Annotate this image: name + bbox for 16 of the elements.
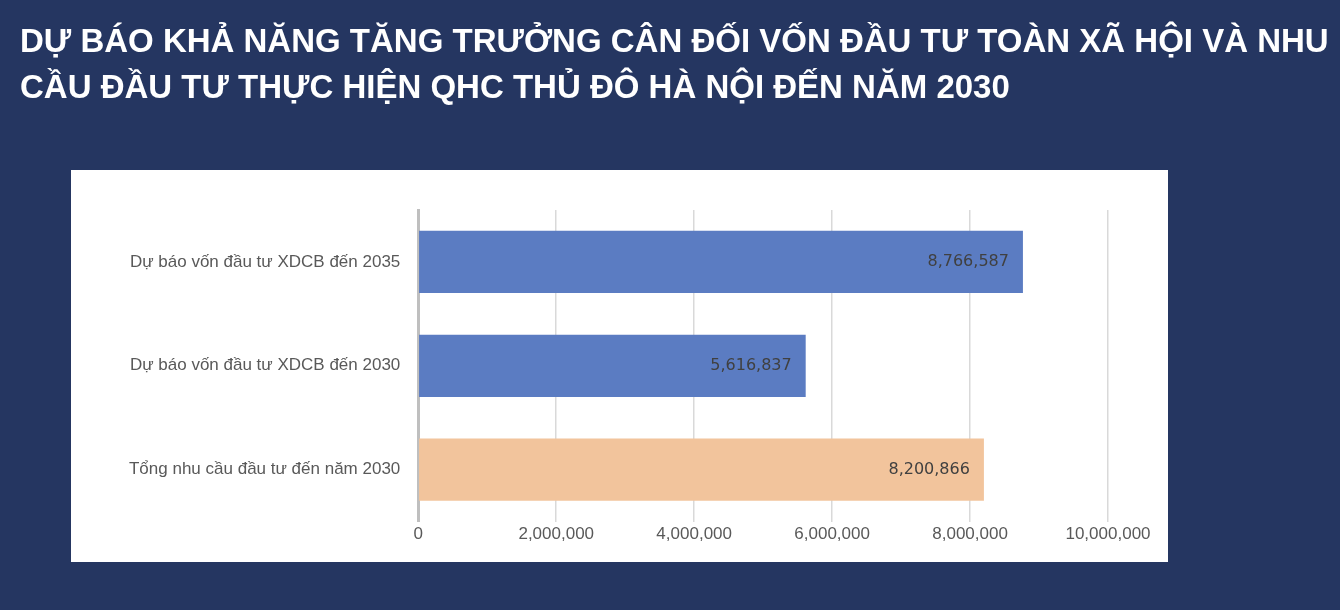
data-label: 8,766,587 [927,251,1009,271]
bar [419,334,806,397]
bar [419,438,984,501]
x-tick-label: 10,000,000 [1065,524,1151,544]
data-label: 8,200,866 [888,458,970,478]
bar [419,230,1023,294]
y-tick-label: Tổng nhu cầu đầu tư đến năm 2030 [128,459,401,479]
x-tick-label: 4,000,000 [656,524,732,544]
data-label: 5,616,837 [710,354,792,374]
x-tick-label: 2,000,000 [518,524,595,544]
x-tick-label: 6,000,000 [794,524,870,544]
y-tick-label: Dự báo vốn đầu tư XDCB đến 2030 [129,355,401,375]
y-tick-label: Dự báo vốn đầu tư XDCB đến 2035 [129,251,401,271]
x-tick-label: 8,000,000 [932,524,1008,544]
x-tick-label: 0 [413,524,424,544]
chart-title: DỰ BÁO KHẢ NĂNG TĂNG TRƯỞNG CÂN ĐỐI VỐN ĐẦU TƯ TOÀN XÃ HỘI VÀ NHU CẦU ĐẦU TƯ THỰC HIỆN QHC THỦ ĐÔ HÀ NỘI ĐẾN NĂM 2030 [20,20,1330,107]
